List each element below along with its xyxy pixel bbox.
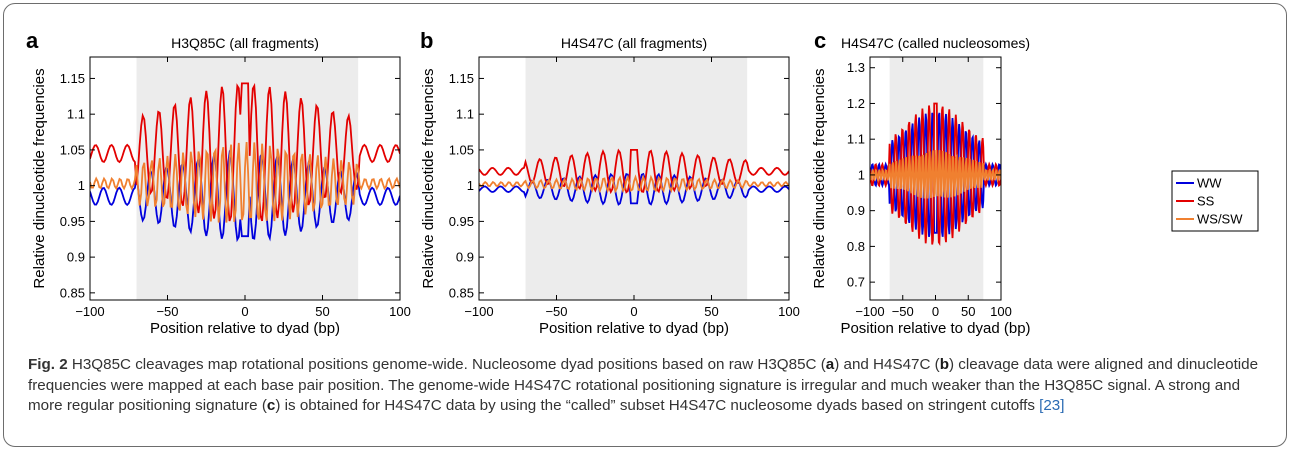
legend-entry: SS	[1197, 194, 1215, 209]
x-tick-label: 100	[990, 304, 1012, 319]
y-tick-label: 1.3	[847, 60, 865, 75]
caption-text: ) cleavage data were aligned and dinucle…	[28, 356, 1259, 414]
x-axis-label: Position relative to dyad (bp)	[840, 320, 1030, 337]
series-line-ws-sw	[870, 149, 1001, 199]
x-tick-label: 100	[389, 304, 411, 319]
y-tick-label: 0.8	[847, 239, 865, 254]
caption-reference-link[interactable]: [23]	[1039, 397, 1065, 414]
y-tick-label: 1.15	[60, 71, 85, 86]
y-tick-label: 1	[858, 167, 865, 182]
caption-text: ) is obtained for H4S47C data by using t…	[275, 397, 1040, 414]
y-tick-label: 0.9	[456, 250, 474, 265]
x-tick-label: 50	[704, 304, 718, 319]
series-line-ww	[90, 149, 400, 243]
x-tick-label: 0	[241, 304, 248, 319]
y-tick-label: 1.1	[67, 107, 85, 122]
caption-text: b	[939, 356, 950, 373]
x-tick-label: −100	[464, 304, 493, 319]
y-tick-label: 1.2	[847, 96, 865, 111]
x-axis-label: Position relative to dyad (bp)	[150, 320, 340, 337]
caption-figure-label: Fig. 2	[28, 356, 68, 373]
y-tick-label: 1.1	[847, 132, 865, 147]
panel-letter: b	[420, 28, 433, 53]
y-tick-label: 0.85	[60, 285, 85, 300]
caption-text: a	[825, 356, 835, 373]
x-tick-label: 50	[315, 304, 329, 319]
y-tick-label: 1.1	[456, 107, 474, 122]
y-axis-label: Relative dinucleotide frequencies	[31, 68, 48, 288]
series-line-ws-sw	[479, 174, 789, 194]
panel-letter: c	[814, 28, 826, 53]
y-tick-label: 0.7	[847, 275, 865, 290]
y-tick-label: 1	[78, 178, 85, 193]
legend-entry: WW	[1197, 176, 1222, 191]
y-tick-label: 0.85	[449, 285, 474, 300]
legend: WW SS WS/SW	[1171, 170, 1259, 232]
y-axis-label: Relative dinucleotide frequencies	[811, 68, 828, 288]
y-tick-label: 1.05	[60, 142, 85, 157]
series-line-ws-sw	[90, 142, 400, 223]
series-line-ss	[870, 102, 1001, 246]
figure-caption: Fig. 2 H3Q85C cleavages map rotational p…	[28, 355, 1268, 417]
x-tick-label: −50	[545, 304, 567, 319]
y-tick-label: 0.9	[67, 250, 85, 265]
x-tick-label: −50	[892, 304, 914, 319]
y-tick-label: 0.95	[60, 214, 85, 229]
x-tick-label: −100	[855, 304, 884, 319]
y-tick-label: 1	[467, 178, 474, 193]
panel-title: H4S47C (called nucleosomes)	[841, 35, 1030, 51]
y-tick-label: 0.95	[449, 214, 474, 229]
caption-text: H3Q85C cleavages map rotational position…	[67, 356, 826, 373]
x-tick-label: −100	[75, 304, 104, 319]
y-tick-label: 1.15	[449, 71, 474, 86]
panel-title: H3Q85C (all fragments)	[171, 35, 319, 51]
x-tick-label: 0	[630, 304, 637, 319]
panel-title: H4S47C (all fragments)	[561, 35, 707, 51]
series-line-ss	[90, 82, 400, 222]
caption-text: c	[266, 397, 276, 414]
legend-entry: WS/SW	[1197, 212, 1243, 227]
y-tick-label: 0.9	[847, 203, 865, 218]
chart-panel-c: −100 −50 0 50 100 0.7 0.8 0.9 1 1.1 1.2 1.3 c H4S47C …	[811, 28, 1031, 337]
x-tick-label: 0	[932, 304, 939, 319]
series-line-ww	[870, 112, 1001, 238]
chart-panel-a: −100 −50 0 50 100 0.85 0.9 0.95 1 1.05 1.1 1.15 a H3Q…	[26, 28, 411, 337]
x-tick-label: 100	[778, 304, 800, 319]
y-tick-label: 1.05	[449, 142, 474, 157]
x-axis-label: Position relative to dyad (bp)	[539, 320, 729, 337]
chart-panel-b: −100 −50 0 50 100 0.85 0.9 0.95 1 1.05 1.1 1.15 b H4S…	[420, 28, 800, 337]
panel-letter: a	[26, 28, 39, 53]
x-tick-label: −50	[156, 304, 178, 319]
y-axis-label: Relative dinucleotide frequencies	[420, 68, 437, 288]
figure-frame	[3, 3, 1287, 447]
caption-text: ) and H4S47C (	[834, 356, 940, 373]
x-tick-label: 50	[961, 304, 975, 319]
